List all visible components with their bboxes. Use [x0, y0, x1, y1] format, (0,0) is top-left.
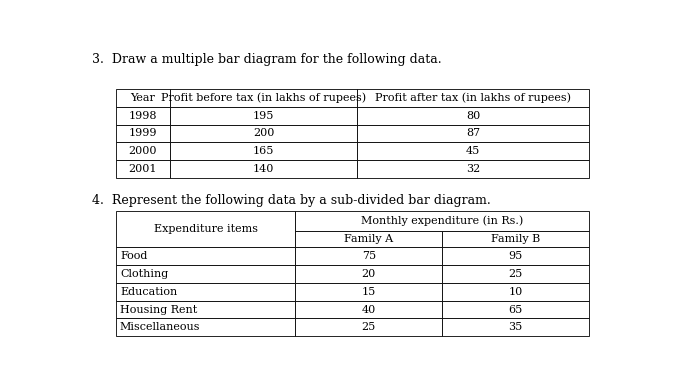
- Text: 80: 80: [466, 111, 480, 121]
- Text: Education: Education: [120, 287, 177, 297]
- Bar: [170, 89, 357, 107]
- Text: 25: 25: [362, 323, 376, 332]
- Bar: [357, 142, 589, 160]
- Bar: [295, 247, 442, 265]
- Text: 200: 200: [253, 128, 274, 138]
- Bar: [170, 160, 357, 178]
- Bar: [116, 247, 295, 265]
- Text: 32: 32: [466, 164, 480, 174]
- Bar: [116, 283, 295, 301]
- Text: Expenditure items: Expenditure items: [154, 224, 257, 234]
- Bar: [295, 301, 442, 318]
- Bar: [442, 301, 589, 318]
- Text: 140: 140: [253, 164, 274, 174]
- Text: Clothing: Clothing: [120, 269, 168, 279]
- Bar: [295, 211, 589, 231]
- Bar: [442, 283, 589, 301]
- Text: 45: 45: [466, 146, 480, 156]
- Bar: [357, 160, 589, 178]
- Text: 10: 10: [509, 287, 523, 297]
- Text: 20: 20: [362, 269, 376, 279]
- Text: Housing Rent: Housing Rent: [120, 305, 197, 315]
- Text: 1998: 1998: [128, 111, 157, 121]
- Bar: [357, 107, 589, 125]
- Text: 15: 15: [362, 287, 376, 297]
- Bar: [170, 142, 357, 160]
- Bar: [116, 301, 295, 318]
- Bar: [357, 89, 589, 107]
- Text: Food: Food: [120, 251, 147, 261]
- Text: 165: 165: [253, 146, 274, 156]
- Text: 35: 35: [509, 323, 523, 332]
- Text: 25: 25: [509, 269, 523, 279]
- Text: 87: 87: [466, 128, 480, 138]
- Bar: [116, 142, 170, 160]
- Bar: [295, 283, 442, 301]
- Text: Monthly expenditure (in Rs.): Monthly expenditure (in Rs.): [361, 216, 523, 227]
- Text: 40: 40: [362, 305, 376, 315]
- Text: 4.  Represent the following data by a sub-divided bar diagram.: 4. Represent the following data by a sub…: [92, 193, 491, 206]
- Text: 1999: 1999: [128, 128, 157, 138]
- Bar: [295, 318, 442, 336]
- Bar: [116, 318, 295, 336]
- Bar: [116, 160, 170, 178]
- Bar: [295, 231, 442, 247]
- Bar: [116, 89, 170, 107]
- Text: 195: 195: [253, 111, 274, 121]
- Text: 2001: 2001: [128, 164, 157, 174]
- Bar: [170, 107, 357, 125]
- Bar: [442, 318, 589, 336]
- Bar: [442, 247, 589, 265]
- Text: Profit before tax (in lakhs of rupees): Profit before tax (in lakhs of rupees): [161, 93, 366, 103]
- Text: Family B: Family B: [491, 234, 540, 244]
- Text: 75: 75: [362, 251, 376, 261]
- Bar: [116, 211, 295, 247]
- Bar: [116, 265, 295, 283]
- Bar: [357, 125, 589, 142]
- Text: 95: 95: [509, 251, 523, 261]
- Text: Miscellaneous: Miscellaneous: [120, 323, 200, 332]
- Text: Year: Year: [130, 93, 155, 103]
- Bar: [116, 107, 170, 125]
- Bar: [442, 231, 589, 247]
- Bar: [295, 265, 442, 283]
- Text: Profit after tax (in lakhs of rupees): Profit after tax (in lakhs of rupees): [375, 93, 571, 103]
- Bar: [170, 125, 357, 142]
- Bar: [116, 125, 170, 142]
- Bar: [442, 265, 589, 283]
- Text: 2000: 2000: [128, 146, 157, 156]
- Text: Family A: Family A: [344, 234, 393, 244]
- Text: 3.  Draw a multiple bar diagram for the following data.: 3. Draw a multiple bar diagram for the f…: [92, 53, 441, 66]
- Text: 65: 65: [509, 305, 523, 315]
